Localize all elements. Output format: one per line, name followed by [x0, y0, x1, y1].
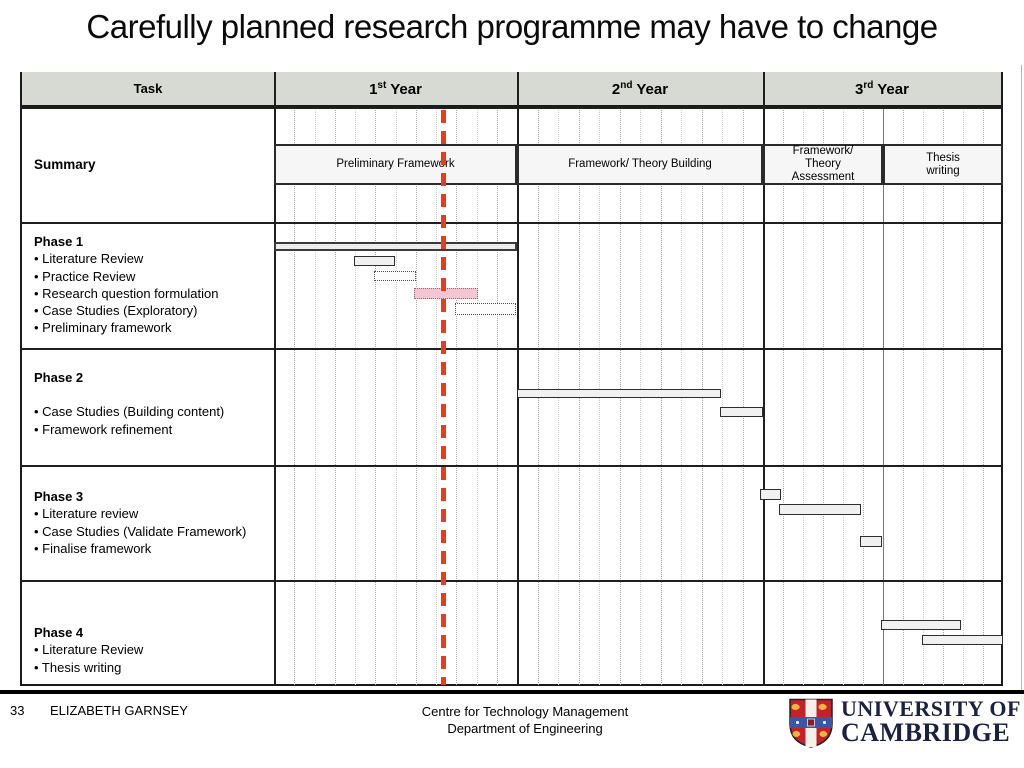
- right-edge-line: [1021, 65, 1022, 690]
- month-gridline: [843, 107, 844, 685]
- phase-title-phase1: Phase 1: [34, 234, 84, 249]
- month-gridline: [863, 107, 864, 685]
- logo-line1: UNIVERSITY OF: [841, 696, 1021, 721]
- year-header-label-1: 1st Year: [369, 79, 422, 98]
- month-gridline: [923, 107, 924, 685]
- footer-centre-line1: Centre for Technology Management: [421, 704, 629, 719]
- summary-box-3: Framework/Theory Assessment: [763, 144, 883, 185]
- month-gridline: [476, 107, 478, 685]
- month-gridline: [903, 107, 904, 685]
- gantt-bar-thesis-writing: [922, 635, 1003, 645]
- gantt-bar-research-question-formulation: [413, 288, 479, 299]
- task-bullet-phase1-4: • Preliminary framework: [34, 320, 172, 336]
- half-year-line: [883, 107, 884, 685]
- task-label-summary: Summary: [34, 157, 96, 172]
- phase-title-phase3: Phase 3: [34, 489, 84, 504]
- column-divider-line: [274, 72, 276, 686]
- task-bullet-phase3-2: • Finalise framework: [34, 540, 152, 556]
- gantt-bar-case-studies-exploratory: [455, 303, 516, 315]
- header-cell-year1: 1st Year: [274, 72, 517, 107]
- row-divider-line: [20, 222, 1003, 224]
- month-gridline: [355, 107, 356, 685]
- phase-title-phase4: Phase 4: [34, 625, 84, 640]
- author-name: ELIZABETH GARNSEY: [50, 703, 188, 718]
- month-gridline: [742, 107, 744, 685]
- month-gridline: [436, 107, 437, 685]
- page-number: 33: [10, 703, 25, 718]
- column-divider-line: [517, 72, 519, 686]
- cambridge-logo: UNIVERSITY OF CAMBRIDGE: [788, 698, 1021, 748]
- task-bullet-phase3-1: • Case Studies (Validate Framework): [34, 523, 247, 539]
- gantt-bar-case-studies-building-content: [517, 389, 721, 398]
- footer-centre-line2: Department of Engineering: [447, 721, 603, 736]
- task-bullet-phase1-0: • Literature Review: [34, 251, 144, 267]
- task-bullet-phase1-1: • Practice Review: [34, 268, 136, 284]
- summary-box-2: Framework/ Theory Building: [517, 144, 763, 185]
- year-header-label-3: 3rd Year: [855, 79, 909, 98]
- current-date-line: [440, 110, 446, 685]
- month-gridline: [823, 107, 824, 685]
- gantt-bar-phase-1-overall: [274, 242, 517, 251]
- phase-title-phase2: Phase 2: [34, 370, 84, 385]
- cambridge-shield-icon: [789, 698, 833, 748]
- row-divider-line: [20, 348, 1003, 350]
- month-gridline: [983, 107, 984, 685]
- month-gridline: [722, 107, 723, 685]
- month-gridline: [496, 107, 498, 685]
- month-gridline: [314, 107, 316, 685]
- gantt-bar-finalise-framework: [860, 536, 882, 547]
- gantt-bar-literature-review: [354, 256, 396, 266]
- task-bullet-phase4-0: • Literature Review: [34, 642, 144, 658]
- footer-center-text: Centre for Technology Management Departm…: [325, 703, 725, 737]
- task-bullet-phase1-3: • Case Studies (Exploratory): [34, 303, 198, 319]
- task-header-label: Task: [133, 81, 163, 96]
- slide-title: Carefully planned research programme may…: [86, 8, 938, 45]
- cambridge-logo-text: UNIVERSITY OF CAMBRIDGE: [841, 696, 1021, 747]
- header-cell-task: Task: [22, 72, 274, 107]
- month-gridline: [294, 107, 296, 685]
- task-block-phase4: Phase 4 • Literature Review • Thesis writi…: [34, 624, 256, 676]
- gantt-bar-literature-review: [759, 489, 781, 500]
- month-gridline: [395, 107, 397, 685]
- month-gridline: [375, 107, 377, 685]
- task-bullet-phase2-1: • Framework refinement: [34, 421, 173, 437]
- header-cell-year2: 2nd Year: [517, 72, 763, 107]
- header-cell-year3: 3rd Year: [763, 72, 1001, 107]
- month-gridline: [803, 107, 804, 685]
- gantt-bar-case-studies-validate-framework: [779, 504, 861, 515]
- month-gridline: [783, 107, 784, 685]
- gantt-bar-literature-review: [881, 620, 961, 630]
- month-gridline: [415, 107, 417, 685]
- footer-divider: [0, 690, 1024, 694]
- task-bullet-phase2-0: • Case Studies (Building content): [34, 404, 225, 420]
- summary-box-1: Preliminary Framework: [274, 144, 517, 185]
- task-bullet-phase4-1: • Thesis writing: [34, 659, 122, 675]
- task-block-phase2: Phase 2 • Case Studies (Building content)…: [34, 369, 256, 438]
- gantt-bar-practice-review: [374, 271, 416, 281]
- column-divider-line: [763, 72, 765, 686]
- month-gridline: [943, 107, 944, 685]
- month-gridline: [456, 107, 458, 685]
- row-divider-line: [20, 580, 1003, 582]
- task-block-phase1: Phase 1 • Literature Review • Practice Rev…: [34, 233, 256, 337]
- task-bullet-phase1-2: • Research question formulation: [34, 285, 219, 301]
- summary-box-4: Thesis writing: [883, 144, 1003, 185]
- year-header-label-2: 2nd Year: [611, 79, 669, 98]
- gantt-bar-framework-refinement: [719, 407, 763, 417]
- task-block-phase3: Phase 3 • Literature review • Case Studies…: [34, 488, 256, 557]
- month-gridline: [963, 107, 964, 685]
- row-divider-line: [20, 465, 1003, 467]
- task-bullet-phase3-0: • Literature review: [34, 506, 139, 522]
- row-divider-line: [20, 107, 1003, 109]
- month-gridline: [334, 107, 336, 685]
- logo-line2: CAMBRIDGE: [841, 718, 1011, 747]
